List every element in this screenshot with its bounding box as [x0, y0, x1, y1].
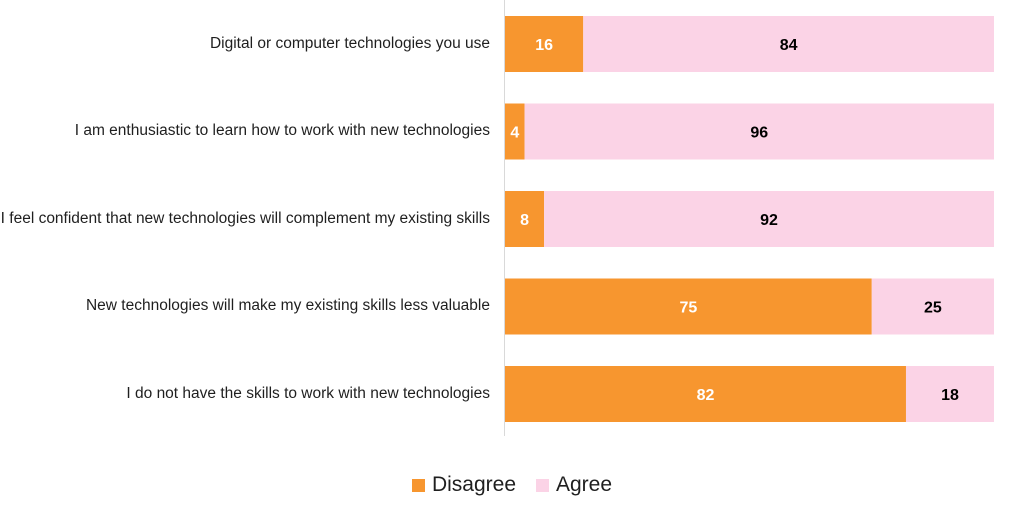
legend-swatch-disagree	[411, 478, 425, 492]
data-label-disagree: 75	[679, 300, 697, 317]
bar-disagree	[505, 366, 906, 422]
legend: Disagree Agree	[0, 473, 1024, 497]
data-label-agree: 92	[760, 212, 778, 229]
data-label-agree: 18	[941, 387, 959, 404]
bar-disagree	[505, 191, 545, 247]
category-label: I am enthusiastic to learn how to work w…	[74, 122, 490, 139]
data-label-agree: 96	[750, 125, 768, 142]
bar-agree	[583, 16, 994, 72]
legend-swatch-agree	[536, 478, 549, 492]
data-label-agree: 84	[780, 37, 798, 54]
bar-agree	[905, 366, 994, 422]
legend-label-agree: Agree	[556, 473, 613, 496]
legend-item-disagree: Disagree	[411, 473, 516, 497]
category-label: Digital or computer technologies you use	[209, 34, 490, 52]
data-label-disagree: 16	[535, 37, 553, 54]
bar-agree	[524, 103, 994, 160]
data-label-disagree: 4	[510, 125, 519, 142]
legend-label-disagree: Disagree	[431, 473, 516, 496]
data-label-disagree: 8	[520, 212, 529, 229]
bar-disagree	[505, 278, 872, 335]
bar-disagree	[505, 16, 584, 72]
category-label: I do not have the skills to work with ne…	[126, 384, 490, 402]
category-label: I feel confident that new technologies w…	[0, 209, 490, 227]
data-label-disagree: 82	[697, 387, 715, 404]
bar-group: 16 84 4 96 8 92 75 25 82 18	[505, 16, 994, 422]
bar-agree	[544, 191, 994, 247]
bar-agree	[871, 278, 994, 335]
data-label-agree: 25	[924, 300, 942, 317]
category-label: New technologies will make my existing s…	[85, 297, 490, 314]
bar-disagree	[505, 103, 525, 160]
legend-item-agree: Agree	[536, 473, 612, 497]
